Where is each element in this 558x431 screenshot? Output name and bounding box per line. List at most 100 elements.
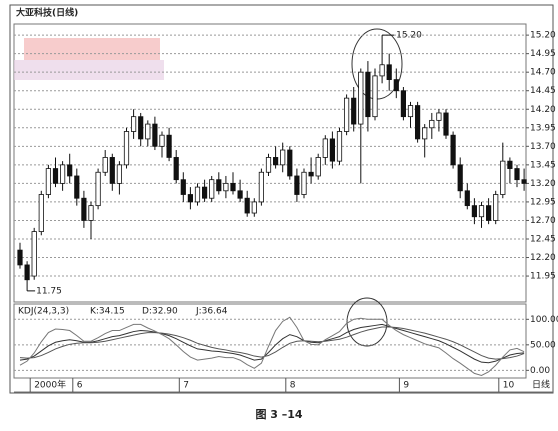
candle-body <box>294 175 300 195</box>
y-tick-label: 100.00 <box>530 315 558 325</box>
x-tick-label: 8 <box>290 381 296 391</box>
y-tick-label: 12.70 <box>530 216 556 226</box>
candle-body <box>180 179 186 195</box>
candle-body <box>393 79 399 92</box>
frame <box>9 4 554 394</box>
candle-body <box>471 205 478 218</box>
candle-body <box>187 194 193 203</box>
candle-body <box>329 138 336 162</box>
x-tick-label: 6 <box>77 381 83 391</box>
candle-body <box>507 160 513 169</box>
y-tick-label: 13.95 <box>530 123 556 133</box>
candle-body <box>173 157 179 181</box>
candle-body <box>485 205 492 221</box>
chart-title: 大亚科技(日线) <box>16 7 78 19</box>
readout: J:36.64 <box>195 307 228 317</box>
annotation: 15.20 <box>396 31 422 41</box>
candle-body <box>429 119 435 129</box>
candle-body <box>379 64 385 77</box>
x-tick-label: 7 <box>183 381 189 391</box>
x-tick-label: 9 <box>403 381 409 391</box>
candle-body <box>372 75 378 118</box>
caption: 图 3 –14 <box>255 408 302 421</box>
y-tick-label: 14.20 <box>530 105 556 115</box>
kdj-panel <box>13 303 527 379</box>
price-panel <box>13 23 527 303</box>
candle-body <box>95 171 101 207</box>
candle-body <box>351 97 357 125</box>
candle-body <box>251 201 257 214</box>
candle-body <box>457 164 463 192</box>
candle-body <box>265 157 272 173</box>
candle-body <box>45 168 52 195</box>
candle-body <box>230 182 236 192</box>
candle-body <box>223 182 229 192</box>
y-tick-label: 12.95 <box>530 197 556 207</box>
candle-body <box>336 131 343 162</box>
candle-body <box>407 105 414 118</box>
candle-body <box>280 149 286 166</box>
candle-body <box>52 168 59 184</box>
y-tick-label: 11.95 <box>530 272 556 282</box>
period-label: 日线 <box>532 379 550 391</box>
candle-body <box>464 190 470 207</box>
candle-body <box>166 134 172 158</box>
y-tick-label: 0.00 <box>530 366 550 376</box>
candle-body <box>365 71 371 118</box>
candle-body <box>308 171 314 177</box>
candle-body <box>74 175 80 199</box>
y-tick-label: 12.20 <box>530 253 556 263</box>
candle-body <box>138 116 144 140</box>
candle-body <box>194 186 201 203</box>
candle-body <box>24 264 30 281</box>
candle-body <box>237 190 243 199</box>
candle-body <box>315 157 321 177</box>
candle-body <box>450 134 456 166</box>
candle-body <box>287 149 293 177</box>
candle-body <box>443 112 449 136</box>
candle-body <box>500 160 506 195</box>
highlight-circle <box>346 297 388 347</box>
candle-body <box>31 231 37 277</box>
readout: K:34.15 <box>90 307 125 317</box>
candle-body <box>109 157 115 184</box>
y-tick-label: 13.20 <box>530 179 556 189</box>
candle-body <box>414 105 421 140</box>
y-tick-label: 13.45 <box>530 160 556 170</box>
candle-body <box>400 90 407 118</box>
candle-body <box>81 197 87 221</box>
candle-body <box>116 164 122 184</box>
candle-body <box>358 71 364 125</box>
kdj-line <box>19 323 525 364</box>
annotation: 11.75 <box>36 286 62 296</box>
candle-body <box>493 194 499 221</box>
candle-body <box>209 179 215 199</box>
candle-body <box>216 179 222 192</box>
candle-body <box>17 249 23 266</box>
candle-body <box>67 164 73 177</box>
candle-body <box>130 116 137 132</box>
readout: D:32.90 <box>142 307 178 317</box>
candle-body <box>60 164 66 184</box>
indicator-title: KDJ(24,3,3) <box>18 307 69 317</box>
candle-body <box>159 134 165 147</box>
blur <box>24 38 160 60</box>
y-tick-label: 14.70 <box>530 68 556 78</box>
candle-body <box>88 205 94 221</box>
x-tick-label: 2000年 <box>34 379 66 391</box>
kdj-line <box>19 326 525 360</box>
x-tick-label: 10 <box>503 381 515 391</box>
candle-body <box>514 168 520 181</box>
y-tick-label: 13.70 <box>530 142 556 152</box>
candle-body <box>272 157 279 166</box>
candle-body <box>201 186 208 199</box>
candle-body <box>301 171 307 195</box>
candle-body <box>102 157 108 173</box>
candle-body <box>123 131 130 166</box>
y-tick-label: 50.00 <box>530 340 556 350</box>
candle-body <box>386 64 392 80</box>
y-tick-label: 12.45 <box>530 234 556 244</box>
candle-body <box>478 205 485 218</box>
candle-body <box>322 138 328 158</box>
